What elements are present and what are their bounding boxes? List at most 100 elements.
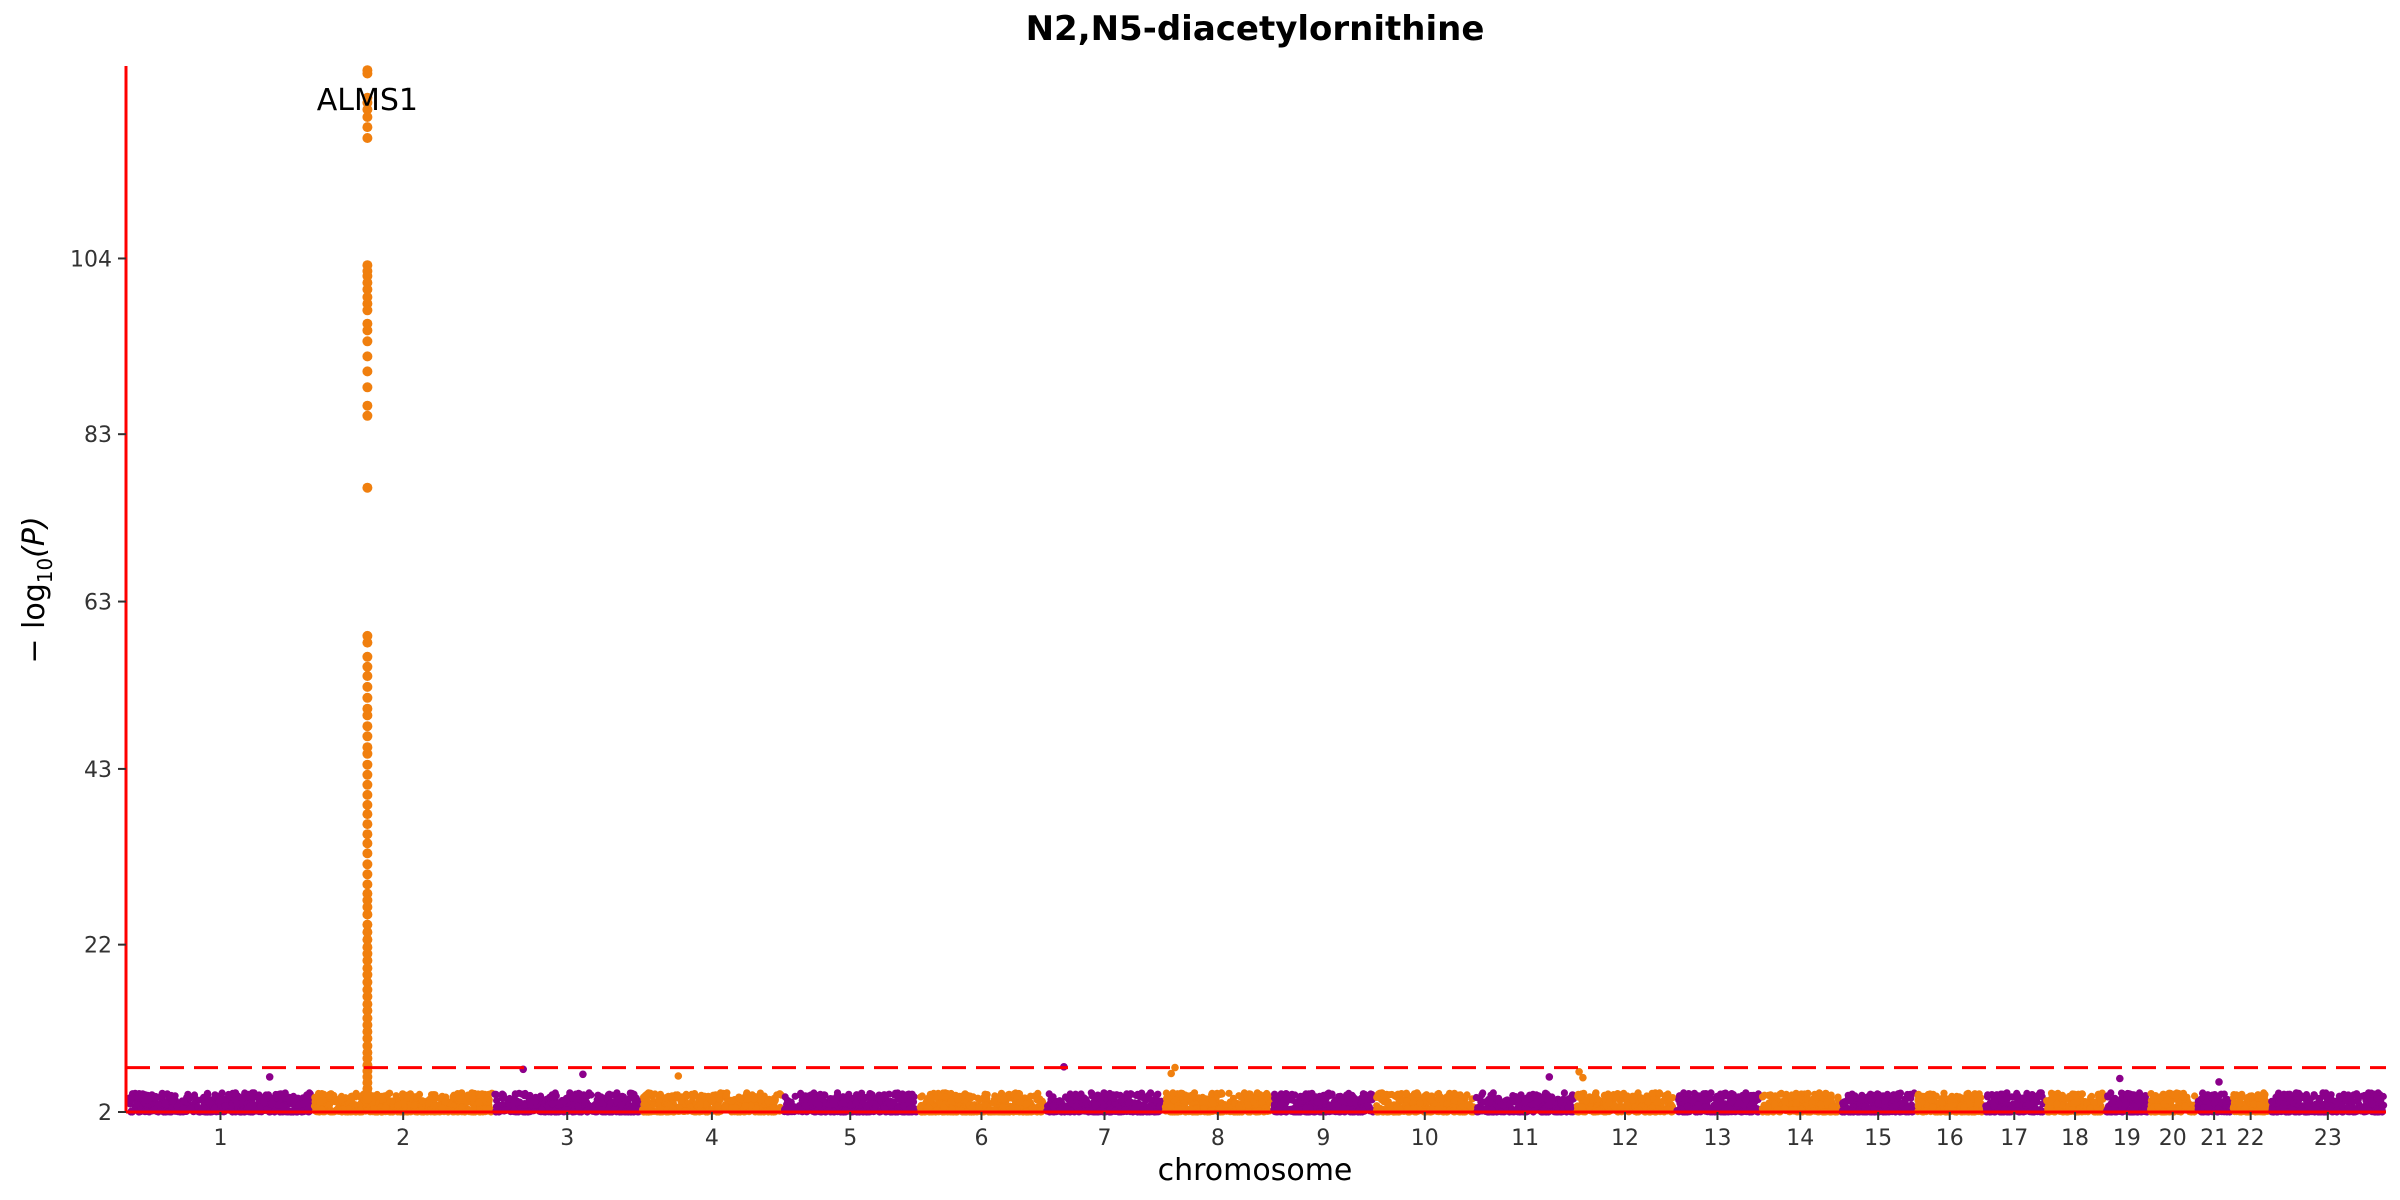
snp-point <box>736 1095 745 1103</box>
snp-point <box>1450 1089 1458 1097</box>
snp-point <box>410 1101 418 1110</box>
snp-point <box>351 1101 359 1109</box>
snp-point <box>1225 1089 1233 1097</box>
snp-point <box>1653 1098 1661 1106</box>
snp-point <box>1337 1096 1345 1104</box>
snp-point <box>1027 1092 1035 1100</box>
snp-point <box>1162 1089 1170 1097</box>
snp-point <box>1545 1101 1553 1109</box>
snp-point <box>325 1092 333 1100</box>
snp-point <box>1675 1096 1683 1104</box>
snp-point <box>1258 1098 1266 1106</box>
snp-point <box>1235 1092 1243 1100</box>
snp-point <box>1487 1091 1495 1099</box>
snp-point <box>388 1097 396 1105</box>
snp-point <box>585 1089 593 1097</box>
snp-point <box>974 1094 982 1102</box>
snp-point <box>1532 1092 1540 1100</box>
snp-point <box>555 1099 563 1107</box>
snp-point <box>1277 1090 1285 1098</box>
snp-point <box>696 1101 704 1109</box>
snp-point <box>1394 1090 1402 1098</box>
snp-point <box>299 1100 307 1108</box>
snp-point <box>1545 1092 1553 1100</box>
snp-point <box>1066 1090 1074 1098</box>
snp-point <box>1167 1102 1175 1111</box>
snp-point <box>784 1104 793 1112</box>
snp-point <box>816 1095 825 1103</box>
snp-point <box>1623 1101 1631 1109</box>
snp-point <box>1466 1102 1474 1110</box>
snp-point <box>1416 1099 1424 1107</box>
snp-point <box>1612 1094 1620 1102</box>
snp-point <box>1302 1104 1310 1112</box>
snp-point <box>527 1098 535 1107</box>
snp-point <box>702 1100 710 1109</box>
snp-point <box>1350 1094 1358 1102</box>
snp-point <box>661 1094 670 1102</box>
snp-point <box>1713 1103 1721 1112</box>
snp-point <box>965 1093 973 1101</box>
snp-point <box>1302 1094 1310 1103</box>
snp-point <box>715 1090 723 1099</box>
snp-point <box>1559 1095 1568 1103</box>
snp-point <box>1199 1098 1207 1107</box>
snp-point <box>882 1091 890 1099</box>
snp-point <box>1834 1093 1842 1101</box>
snp-point <box>840 1093 848 1102</box>
snp-point <box>1605 1099 1613 1107</box>
snp-point <box>626 1089 634 1097</box>
snp-point <box>1506 1100 1514 1108</box>
snp-point <box>169 1097 177 1105</box>
snp-point <box>438 1104 446 1112</box>
snp-point <box>325 1101 334 1109</box>
snp-point <box>1656 1090 1664 1098</box>
snp-point <box>260 1099 268 1107</box>
snp-point <box>133 1100 141 1108</box>
snp-point <box>1045 1090 1053 1098</box>
snp-point <box>1360 1092 1368 1100</box>
snp-point <box>1808 1099 1816 1107</box>
snp-point <box>246 1102 254 1110</box>
snp-point <box>1109 1091 1117 1099</box>
snp-point <box>689 1093 697 1101</box>
snp-point <box>1638 1095 1646 1104</box>
snp-point <box>1683 1102 1691 1111</box>
snp-point <box>1427 1096 1435 1104</box>
snp-point <box>968 1103 976 1111</box>
snp-point <box>1735 1093 1743 1101</box>
snp-point <box>1605 1093 1614 1101</box>
snp-point <box>581 1098 589 1106</box>
snp-point <box>498 1094 506 1102</box>
snp-point <box>1277 1100 1285 1108</box>
snp-point <box>1681 1096 1689 1104</box>
snp-point <box>1582 1097 1590 1105</box>
snp-point <box>801 1102 810 1110</box>
snp-point <box>455 1094 463 1102</box>
snp-point <box>1125 1098 1134 1106</box>
snp-point <box>161 1099 169 1108</box>
snp-point <box>211 1104 219 1113</box>
snp-point <box>722 1091 731 1100</box>
snp-point <box>1443 1093 1451 1101</box>
snp-point <box>278 1090 286 1098</box>
snp-point <box>618 1092 626 1100</box>
snp-point <box>940 1103 948 1111</box>
snp-point <box>895 1095 903 1103</box>
snp-point <box>1564 1104 1572 1112</box>
snp-point <box>394 1101 402 1109</box>
snp-point <box>667 1092 675 1100</box>
snp-point <box>511 1090 519 1098</box>
snp-point <box>1486 1099 1494 1107</box>
snp-point <box>464 1091 472 1099</box>
snp-point <box>1013 1104 1022 1112</box>
snp-point <box>1072 1090 1080 1098</box>
snp-point <box>1244 1101 1252 1109</box>
snp-point <box>886 1101 894 1109</box>
snp-point <box>316 1098 324 1106</box>
snp-point <box>548 1093 556 1101</box>
snp-point <box>1727 1091 1735 1099</box>
snp-point <box>1139 1094 1147 1102</box>
snp-point <box>1560 1089 1568 1097</box>
